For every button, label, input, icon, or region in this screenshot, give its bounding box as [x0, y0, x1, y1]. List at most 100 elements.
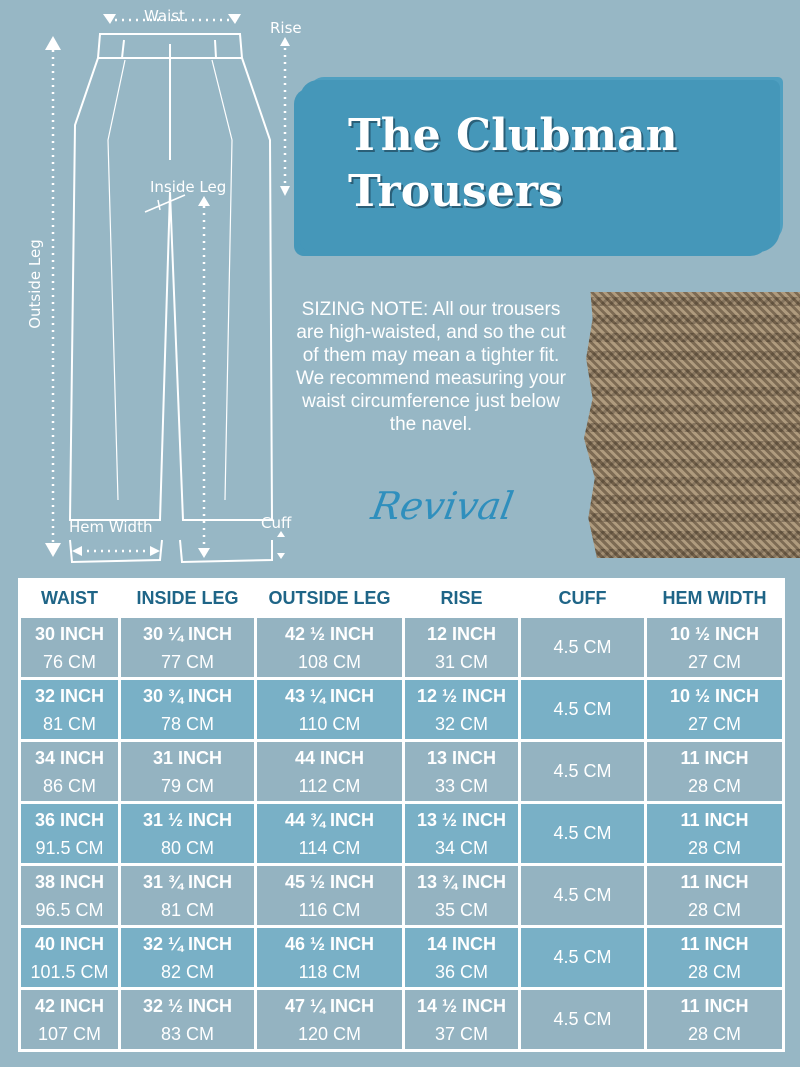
- waist-label: Waist: [144, 7, 185, 25]
- table-cell: 40 INCH 101.5 CM: [21, 928, 118, 987]
- cm-value: 81 CM: [42, 713, 96, 734]
- title-line-1: The Clubman: [348, 110, 678, 161]
- revival-logo: Revival: [368, 484, 517, 528]
- column-header: OUTSIDE LEG: [257, 581, 402, 615]
- table-cell: 10 ½ INCH 27 CM: [647, 618, 782, 677]
- inch-value: 11 INCH: [680, 809, 749, 830]
- cm-value: 101.5 CM: [30, 961, 109, 982]
- inch-value: 31 INCH: [152, 747, 223, 768]
- inch-value: 44 ¾ INCH: [284, 809, 375, 830]
- table-cell: 47 ¼ INCH 120 CM: [257, 990, 402, 1049]
- cm-value: 35 CM: [434, 899, 488, 920]
- table-cell: 10 ½ INCH 27 CM: [647, 680, 782, 739]
- cm-value: 27 CM: [687, 651, 741, 672]
- inch-value: 12 ½ INCH: [416, 685, 507, 706]
- sizing-note: SIZING NOTE: All our trousers are high-w…: [296, 299, 566, 435]
- inch-value: 31 ½ INCH: [142, 809, 233, 830]
- cm-value: 114 CM: [298, 837, 361, 858]
- cm-value: 28 CM: [687, 961, 741, 982]
- inch-value: 11 INCH: [680, 871, 749, 892]
- table-row: 36 INCH 91.5 CM 31 ½ INCH 80 CM 44 ¾ INCH 114…: [21, 804, 782, 863]
- table-cell: 14 INCH 36 CM: [405, 928, 518, 987]
- cm-value: 36 CM: [434, 961, 488, 982]
- inch-value: 11 INCH: [680, 933, 749, 954]
- trousers-diagram: [45, 14, 290, 564]
- cm-value: 28 CM: [687, 837, 741, 858]
- inch-value: 30 INCH: [34, 623, 105, 644]
- table-cell: 11 INCH 28 CM: [647, 990, 782, 1049]
- cm-value: 28 CM: [687, 1023, 741, 1044]
- cm-value: 32 CM: [434, 713, 488, 734]
- cm-value: 28 CM: [687, 775, 741, 796]
- table-cell: 12 ½ INCH 32 CM: [405, 680, 518, 739]
- cm-value: 31 CM: [434, 651, 488, 672]
- cm-value: 91.5 CM: [35, 837, 104, 858]
- table-cell: 43 ¼ INCH 110 CM: [257, 680, 402, 739]
- inch-value: 38 INCH: [34, 871, 105, 892]
- rise-label: Rise: [270, 19, 302, 37]
- cuff-label: Cuff: [261, 514, 292, 532]
- inch-value: 13 INCH: [426, 747, 497, 768]
- table-cell: 30 ¼ INCH 77 CM: [121, 618, 254, 677]
- table-row: 30 INCH 76 CM 30 ¼ INCH 77 CM 42 ½ INCH 108 C…: [21, 618, 782, 677]
- table-cell: 42 ½ INCH 108 CM: [257, 618, 402, 677]
- table-cell: 30 INCH 76 CM: [21, 618, 118, 677]
- inch-value: 14 INCH: [426, 933, 497, 954]
- inch-value: 42 INCH: [34, 995, 105, 1016]
- cm-value: 79 CM: [160, 775, 214, 796]
- cm-value: 82 CM: [160, 961, 214, 982]
- page-title: The Clubman Trousers: [348, 108, 678, 220]
- table-cell: 46 ½ INCH 118 CM: [257, 928, 402, 987]
- title-line-2: Trousers: [348, 166, 563, 217]
- inch-value: 30 ¼ INCH: [142, 623, 233, 644]
- table-cell: 32 INCH 81 CM: [21, 680, 118, 739]
- cm-value: 80 CM: [160, 837, 214, 858]
- fabric-swatch-image: [584, 292, 800, 558]
- cm-value: 78 CM: [160, 713, 214, 734]
- table-cell: 31 ¾ INCH 81 CM: [121, 866, 254, 925]
- table-cell: 4.5 CM: [521, 866, 644, 925]
- table-cell: 12 INCH 31 CM: [405, 618, 518, 677]
- title-banner: [300, 80, 780, 252]
- table-cell: 32 ¼ INCH 82 CM: [121, 928, 254, 987]
- size-table: WAIST INSIDE LEG OUTSIDE LEG RISE CUFF HEM WI…: [18, 578, 785, 1052]
- inch-value: 44 INCH: [294, 747, 365, 768]
- table-cell: 11 INCH 28 CM: [647, 742, 782, 801]
- inch-value: 42 ½ INCH: [284, 623, 375, 644]
- table-cell: 4.5 CM: [521, 928, 644, 987]
- cm-value: 118 CM: [298, 961, 361, 982]
- column-header: HEM WIDTH: [647, 581, 782, 615]
- table-cell: 45 ½ INCH 116 CM: [257, 866, 402, 925]
- table-cell: 4.5 CM: [521, 990, 644, 1049]
- inch-value: 32 ¼ INCH: [142, 933, 233, 954]
- inch-value: 43 ¼ INCH: [284, 685, 375, 706]
- table-cell: 4.5 CM: [521, 680, 644, 739]
- table-row: 42 INCH 107 CM 32 ½ INCH 83 CM 47 ¼ INCH 120 …: [21, 990, 782, 1049]
- table-cell: 4.5 CM: [521, 618, 644, 677]
- table-row: 40 INCH 101.5 CM 32 ¼ INCH 82 CM 46 ½ INCH 11…: [21, 928, 782, 987]
- inch-value: 14 ½ INCH: [416, 995, 507, 1016]
- inch-value: 32 INCH: [34, 685, 105, 706]
- table-cell: 44 INCH 112 CM: [257, 742, 402, 801]
- inch-value: 11 INCH: [680, 747, 749, 768]
- inch-value: 30 ¾ INCH: [142, 685, 233, 706]
- table-cell: 32 ½ INCH 83 CM: [121, 990, 254, 1049]
- table-cell: 38 INCH 96.5 CM: [21, 866, 118, 925]
- cm-value: 81 CM: [160, 899, 214, 920]
- inch-value: 32 ½ INCH: [142, 995, 233, 1016]
- table-cell: 36 INCH 91.5 CM: [21, 804, 118, 863]
- inch-value: 34 INCH: [34, 747, 105, 768]
- table-cell: 11 INCH 28 CM: [647, 866, 782, 925]
- inch-value: 10 ½ INCH: [669, 623, 760, 644]
- inch-value: 10 ½ INCH: [669, 685, 760, 706]
- inch-value: 31 ¾ INCH: [142, 871, 233, 892]
- table-row: 38 INCH 96.5 CM 31 ¾ INCH 81 CM 45 ½ INCH 116…: [21, 866, 782, 925]
- table-cell: 4.5 CM: [521, 742, 644, 801]
- cm-value: 83 CM: [160, 1023, 214, 1044]
- inch-value: 40 INCH: [34, 933, 105, 954]
- table-row: 32 INCH 81 CM 30 ¾ INCH 78 CM 43 ¼ INCH 110 C…: [21, 680, 782, 739]
- cm-value: 120 CM: [297, 1023, 362, 1044]
- column-header: RISE: [405, 581, 518, 615]
- outside-leg-label: Outside Leg: [25, 239, 44, 329]
- inch-value: 11 INCH: [680, 995, 749, 1016]
